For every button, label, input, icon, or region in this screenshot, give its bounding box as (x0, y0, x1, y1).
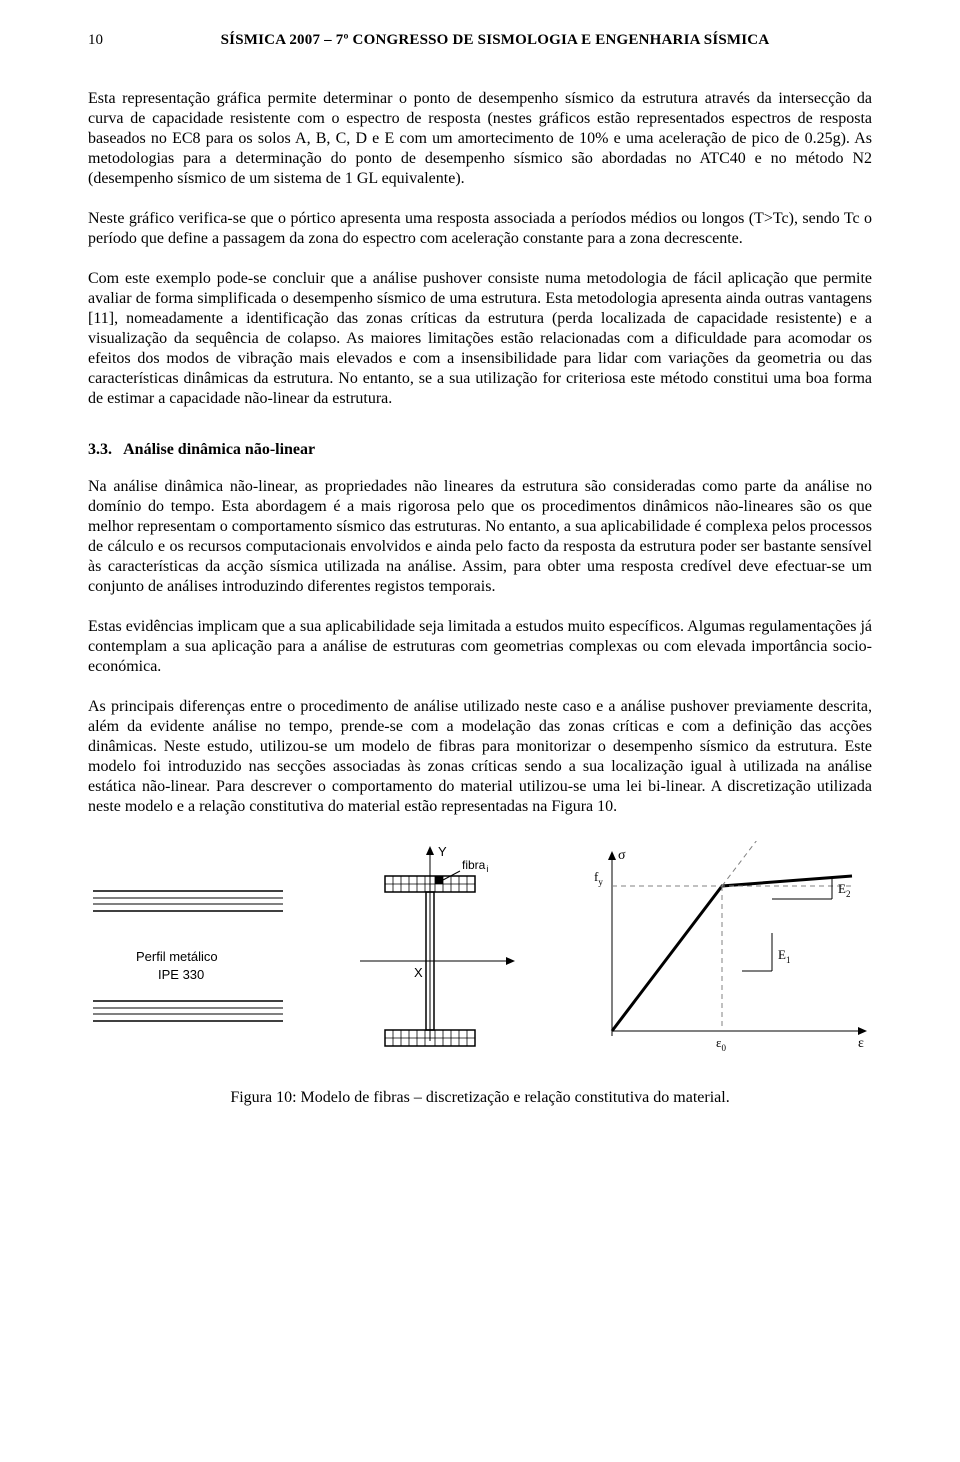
page: 10 SÍSMICA 2007 – 7º CONGRESSO DE SISMOL… (0, 0, 960, 1462)
fy-sub: y (598, 877, 603, 887)
fibra-subscript: i (486, 864, 488, 874)
svg-text:fy: fy (594, 869, 603, 887)
eps0-sub: 0 (721, 1043, 726, 1053)
section-title: Análise dinâmica não-linear (123, 441, 315, 458)
e1-label: E (778, 947, 786, 962)
page-number: 10 (88, 32, 118, 49)
profile-label-top: Perfil metálico (136, 949, 218, 964)
paragraph-1: Esta representação gráfica permite deter… (88, 89, 872, 189)
figure-cross-section: Y X (330, 841, 530, 1061)
profile-label-bottom: IPE 330 (158, 967, 204, 982)
running-header: 10 SÍSMICA 2007 – 7º CONGRESSO DE SISMOL… (88, 32, 872, 49)
e2-sub: 2 (846, 889, 851, 899)
header-title: SÍSMICA 2007 – 7º CONGRESSO DE SISMOLOGI… (118, 32, 872, 49)
eps-label: ε (858, 1036, 864, 1051)
axis-y-label: Y (438, 844, 447, 859)
section-heading: 3.3. Análise dinâmica não-linear (88, 441, 872, 459)
figure-profile-elevation: Perfil metálico IPE 330 (88, 851, 288, 1051)
svg-text:fibrai: fibrai (462, 858, 488, 874)
figure-constitutive-law: σ ε fy ε0 E1 (572, 841, 872, 1061)
section-number: 3.3. (88, 441, 112, 458)
axis-x-label: X (414, 965, 423, 980)
paragraph-5: Estas evidências implicam que a sua apli… (88, 617, 872, 677)
paragraph-3: Com este exemplo pode-se concluir que a … (88, 269, 872, 409)
svg-text:E2: E2 (838, 881, 850, 899)
e1-indicator: E1 (742, 933, 790, 971)
paragraph-4: Na análise dinâmica não-linear, as propr… (88, 477, 872, 597)
paragraph-6: As principais diferenças entre o procedi… (88, 697, 872, 817)
svg-text:ε0: ε0 (716, 1035, 726, 1053)
svg-text:E1: E1 (778, 947, 790, 965)
e2-label: E (838, 881, 846, 896)
sigma-label: σ (618, 848, 626, 863)
fibra-label: fibra (462, 858, 486, 872)
figure-10: Perfil metálico IPE 330 Y X (88, 841, 872, 1061)
e1-sub: 1 (786, 955, 791, 965)
paragraph-2: Neste gráfico verifica-se que o pórtico … (88, 209, 872, 249)
figure-caption: Figura 10: Modelo de fibras – discretiza… (88, 1089, 872, 1107)
